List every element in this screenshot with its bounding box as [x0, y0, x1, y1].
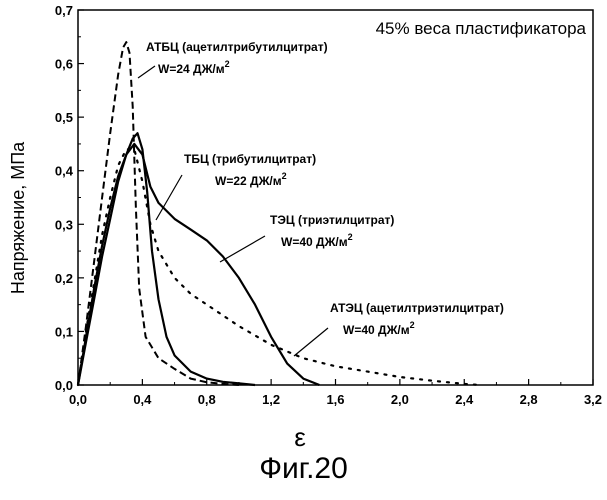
- x-tick-label: 0,8: [198, 392, 216, 407]
- annotation-atec-work: W=40 ДЖ/м2: [343, 320, 415, 337]
- annotation-atbc-work: W=24 ДЖ/м2: [158, 59, 230, 76]
- leader-atec: [294, 328, 328, 356]
- x-tick-label: 3,2: [584, 392, 602, 407]
- annotation-tec-work: W=40 ДЖ/м2: [281, 232, 353, 249]
- x-tick-label: 1,2: [262, 392, 280, 407]
- annotation-atec-name: АТЭЦ (ацетилтриэтилцитрат): [330, 301, 504, 315]
- x-axis-title: ε: [294, 422, 306, 450]
- annotation-atbc-work-text: W=24 ДЖ/м: [158, 62, 225, 76]
- stress-strain-chart: 0,0 0,4 0,8 1,2 1,6 2,0 2,4 2,8 3,2 0,0 0,1 0,2 0,3 0…: [0, 0, 607, 450]
- y-tick-label: 0,5: [55, 110, 73, 125]
- series-line-АТБЦ: [78, 42, 239, 385]
- x-tick-label: 0,4: [133, 392, 152, 407]
- annotation-tec-name: ТЭЦ (триэтилцитрат): [270, 213, 394, 227]
- annotation-tbc-work-text: W=22 ДЖ/м: [215, 174, 282, 188]
- annotation-tbc-name: ТБЦ (трибутилцитрат): [184, 152, 316, 166]
- y-tick-label: 0,7: [55, 3, 73, 18]
- y-tick-label: 0,0: [55, 378, 73, 393]
- figure-caption: Фиг.20: [0, 452, 607, 486]
- annotation-tec-work-sup: 2: [348, 232, 353, 242]
- x-tick-label: 2,4: [455, 392, 474, 407]
- y-tick-label: 0,4: [55, 164, 74, 179]
- y-tick-label: 0,2: [55, 271, 73, 286]
- y-tick-label: 0,3: [55, 217, 73, 232]
- leader-tec: [220, 236, 265, 262]
- annotation-tbc-work: W=22 ДЖ/м2: [215, 171, 287, 188]
- annotation-tec-work-text: W=40 ДЖ/м: [281, 235, 348, 249]
- x-tick-label: 2,0: [391, 392, 409, 407]
- chart-title: 45% веса пластификатора: [376, 19, 587, 38]
- leader-atbc: [138, 66, 155, 78]
- x-tick-label: 0,0: [69, 392, 87, 407]
- annotation-atbc-work-sup: 2: [225, 59, 230, 69]
- annotation-atec-work-sup: 2: [410, 320, 415, 330]
- y-tick-label: 0,6: [55, 57, 73, 72]
- y-axis-title: Напряжение, МПа: [8, 141, 28, 294]
- annotation-atbc-name: АТБЦ (ацетилтрибутилцитрат): [146, 40, 328, 54]
- annotation-tbc-work-sup: 2: [282, 171, 287, 181]
- annotation-atec-work-text: W=40 ДЖ/м: [343, 323, 410, 337]
- x-tick-label: 1,6: [326, 392, 344, 407]
- axis-ticks: 0,0 0,4 0,8 1,2 1,6 2,0 2,4 2,8 3,2 0,0 0,1 0,2 0,3 0…: [55, 3, 602, 407]
- y-tick-label: 0,1: [55, 324, 73, 339]
- x-tick-label: 2,8: [520, 392, 538, 407]
